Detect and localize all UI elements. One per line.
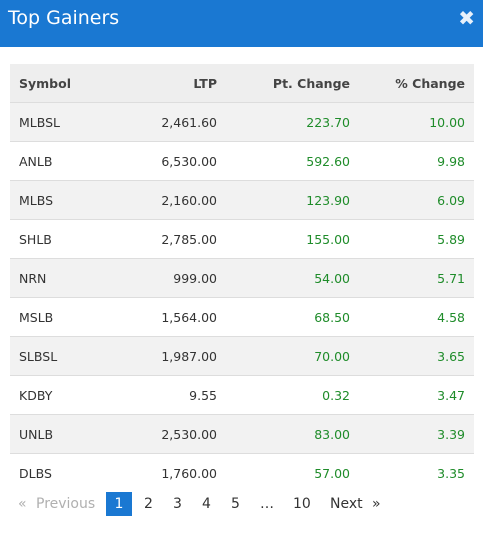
table-row[interactable]: SLBSL 1,987.00 70.00 3.65	[10, 336, 474, 376]
cell-ltp: 2,461.60	[118, 102, 226, 142]
cell-symbol: DLBS	[10, 453, 118, 492]
cell-symbol: KDBY	[10, 375, 118, 415]
cell-symbol: MLBS	[10, 180, 118, 220]
cell-pt-change: 57.00	[226, 453, 359, 492]
cell-pct-change: 3.47	[359, 375, 474, 415]
cell-pt-change: 0.32	[226, 375, 359, 415]
page-link-2[interactable]: 2	[144, 496, 153, 512]
cell-pt-change: 155.00	[226, 219, 359, 259]
table-row[interactable]: MLBSL 2,461.60 223.70 10.00	[10, 102, 474, 142]
next-page-link[interactable]: Next	[330, 496, 363, 512]
column-header-ltp[interactable]: LTP	[118, 64, 226, 103]
column-header-pt-change[interactable]: Pt. Change	[226, 64, 359, 103]
cell-ltp: 1,564.00	[118, 297, 226, 337]
cell-ltp: 2,785.00	[118, 219, 226, 259]
table-row[interactable]: MSLB 1,564.00 68.50 4.58	[10, 297, 474, 337]
cell-symbol: SLBSL	[10, 336, 118, 376]
cell-pt-change: 83.00	[226, 414, 359, 454]
gainers-table-container: Symbol LTP Pt. Change % Change MLBSL 2,46…	[10, 64, 474, 492]
modal-title: Top Gainers	[8, 7, 120, 29]
previous-arrow-icon: «	[18, 496, 27, 512]
cell-pct-change: 6.09	[359, 180, 474, 220]
next-arrow-icon[interactable]: »	[372, 496, 381, 512]
page-ellipsis: …	[260, 496, 274, 512]
cell-ltp: 2,160.00	[118, 180, 226, 220]
cell-symbol: ANLB	[10, 141, 118, 181]
cell-pct-change: 3.39	[359, 414, 474, 454]
page-link-10[interactable]: 10	[293, 496, 311, 512]
cell-pct-change: 5.71	[359, 258, 474, 298]
cell-pct-change: 4.58	[359, 297, 474, 337]
page-link-5[interactable]: 5	[231, 496, 240, 512]
cell-symbol: SHLB	[10, 219, 118, 259]
cell-ltp: 9.55	[118, 375, 226, 415]
cell-pct-change: 9.98	[359, 141, 474, 181]
table-row[interactable]: ANLB 6,530.00 592.60 9.98	[10, 141, 474, 181]
cell-pt-change: 68.50	[226, 297, 359, 337]
cell-pct-change: 5.89	[359, 219, 474, 259]
page-link-1[interactable]: 1	[106, 492, 132, 516]
table-body: MLBSL 2,461.60 223.70 10.00 ANLB 6,530.00 592.…	[10, 102, 474, 492]
close-icon[interactable]: ✖	[458, 6, 475, 30]
cell-symbol: UNLB	[10, 414, 118, 454]
cell-symbol: MSLB	[10, 297, 118, 337]
cell-pt-change: 123.90	[226, 180, 359, 220]
cell-ltp: 1,760.00	[118, 453, 226, 492]
cell-ltp: 2,530.00	[118, 414, 226, 454]
cell-pct-change: 3.65	[359, 336, 474, 376]
table-row[interactable]: DLBS 1,760.00 57.00 3.35	[10, 453, 474, 492]
page-link-4[interactable]: 4	[202, 496, 211, 512]
cell-symbol: MLBSL	[10, 102, 118, 142]
cell-symbol: NRN	[10, 258, 118, 298]
cell-ltp: 999.00	[118, 258, 226, 298]
table-row[interactable]: SHLB 2,785.00 155.00 5.89	[10, 219, 474, 259]
table-row[interactable]: KDBY 9.55 0.32 3.47	[10, 375, 474, 415]
gainers-table: Symbol LTP Pt. Change % Change MLBSL 2,46…	[10, 64, 474, 492]
column-header-pct-change[interactable]: % Change	[359, 64, 474, 103]
cell-pct-change: 3.35	[359, 453, 474, 492]
page-link-3[interactable]: 3	[173, 496, 182, 512]
table-row[interactable]: MLBS 2,160.00 123.90 6.09	[10, 180, 474, 220]
cell-pt-change: 592.60	[226, 141, 359, 181]
previous-page-link: Previous	[36, 496, 96, 512]
table-header-row: Symbol LTP Pt. Change % Change	[10, 64, 474, 103]
cell-pt-change: 223.70	[226, 102, 359, 142]
cell-pct-change: 10.00	[359, 102, 474, 142]
cell-pt-change: 70.00	[226, 336, 359, 376]
column-header-symbol[interactable]: Symbol	[10, 64, 118, 103]
table-row[interactable]: NRN 999.00 54.00 5.71	[10, 258, 474, 298]
cell-pt-change: 54.00	[226, 258, 359, 298]
table-row[interactable]: UNLB 2,530.00 83.00 3.39	[10, 414, 474, 454]
modal-header: Top Gainers ✖	[0, 0, 483, 47]
cell-ltp: 1,987.00	[118, 336, 226, 376]
cell-ltp: 6,530.00	[118, 141, 226, 181]
